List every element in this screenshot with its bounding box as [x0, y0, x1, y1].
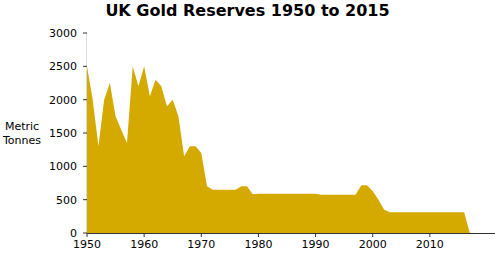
x-tick	[87, 233, 88, 237]
y-tick	[83, 66, 87, 67]
y-tick-label: 2000	[49, 94, 77, 107]
x-tick	[144, 233, 145, 237]
y-tick	[83, 133, 87, 134]
y-tick-label: 2500	[49, 60, 77, 73]
y-tick-label: 1500	[49, 127, 77, 140]
x-axis	[87, 233, 495, 234]
y-tick-label: 1000	[49, 160, 77, 173]
area	[87, 66, 470, 233]
title: UK Gold Reserves 1950 to 2015	[105, 1, 389, 20]
x-tick-label: 1980	[244, 238, 272, 251]
y-tick	[83, 33, 87, 34]
x-tick-label: 1950	[73, 238, 101, 251]
x-tick	[258, 233, 259, 237]
x-tick-label: 1990	[302, 238, 330, 251]
x-tick	[315, 233, 316, 237]
x-tick	[201, 233, 202, 237]
x-tick-label: 1960	[130, 238, 158, 251]
x-tick-label: 2000	[359, 238, 387, 251]
y-tick-label: 0	[70, 227, 77, 240]
x-tick	[429, 233, 430, 237]
y-tick	[83, 166, 87, 167]
y-label-line: Tonnes	[2, 134, 41, 147]
y-tick	[83, 199, 87, 200]
y-tick-label: 500	[56, 194, 77, 207]
x-tick-label: 2010	[416, 238, 444, 251]
plot-area	[87, 66, 470, 233]
y-label: MetricTonnes	[2, 120, 41, 147]
y-tick	[83, 99, 87, 100]
x-tick-label: 1970	[187, 238, 215, 251]
y-tick-label: 3000	[49, 27, 77, 40]
x-tick	[372, 233, 373, 237]
y-label-line: Metric	[5, 120, 39, 133]
y-tick	[83, 233, 87, 234]
chart: UK Gold Reserves 1950 to 2015 MetricTonne…	[0, 0, 495, 254]
